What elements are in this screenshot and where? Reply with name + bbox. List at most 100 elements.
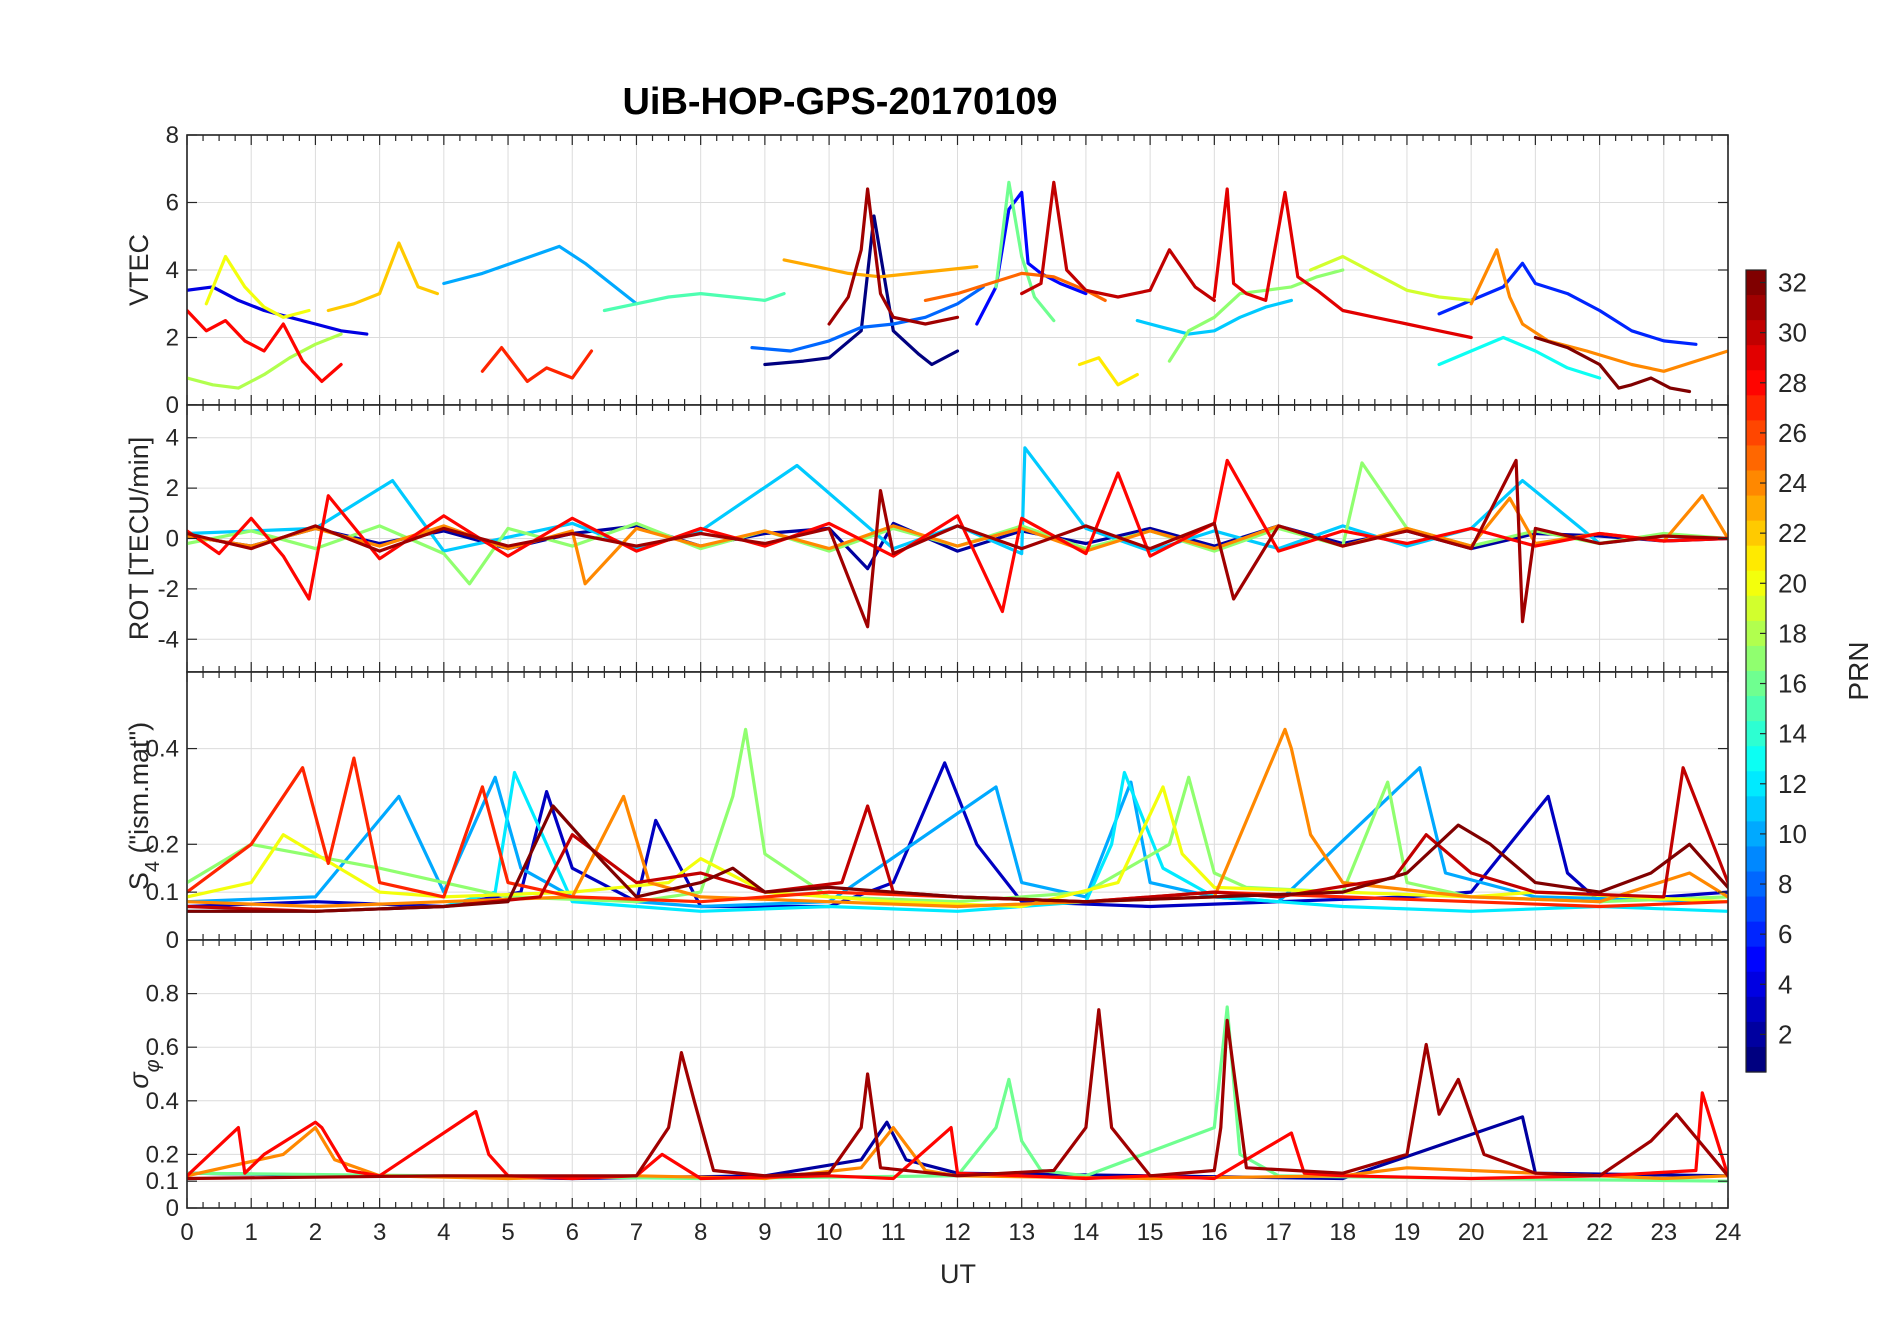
panel-sigma-ticks bbox=[186, 940, 1729, 1209]
colorbar-segment bbox=[1746, 495, 1766, 522]
series-vtec-prn-1 bbox=[763, 214, 960, 367]
colorbar-tick-label: 2 bbox=[1778, 1019, 1792, 1049]
colorbar-segment bbox=[1746, 570, 1766, 597]
colorbar-segment bbox=[1746, 370, 1766, 396]
colorbar-segment bbox=[1746, 270, 1766, 296]
colorbar-tick-label: 22 bbox=[1778, 518, 1807, 548]
series-vtec-prn-32 bbox=[1533, 335, 1692, 394]
x-tick-label: 18 bbox=[1329, 1219, 1356, 1246]
series-vtec-prn-6 bbox=[1437, 261, 1698, 346]
y-tick-label: 0.2 bbox=[146, 1141, 179, 1168]
y-tick-label: -2 bbox=[158, 576, 179, 603]
colorbar-frame bbox=[1745, 269, 1767, 1073]
y-tick-label: 2 bbox=[166, 325, 179, 352]
colorbar-segment bbox=[1746, 821, 1766, 848]
series-vtec-prn-16 bbox=[994, 180, 1056, 323]
colorbar-segment bbox=[1746, 345, 1766, 371]
series-vtec-prn-10 bbox=[442, 244, 639, 306]
series-vtec-prn-17 bbox=[1167, 268, 1345, 363]
colorbar-segment bbox=[1746, 946, 1766, 973]
series-sigma-prn-28 bbox=[187, 1091, 1728, 1181]
series-vtec-prn-11 bbox=[1135, 298, 1294, 336]
x-tick-label: 11 bbox=[881, 1219, 906, 1246]
series-s4-prn-32 bbox=[187, 804, 1728, 913]
x-tick-label: 12 bbox=[944, 1219, 971, 1246]
colorbar-segment bbox=[1746, 520, 1766, 547]
series-vtec-prn-28 bbox=[187, 308, 343, 383]
y-axis-label-rot: ROT [TECU/min] bbox=[124, 437, 154, 641]
series-sigma-prn-31 bbox=[187, 1008, 1728, 1181]
panel-vtec-series bbox=[187, 180, 1728, 394]
series-vtec-prn-15 bbox=[602, 292, 786, 313]
colorbar-segment bbox=[1746, 620, 1766, 647]
colorbar-tick-label: 32 bbox=[1778, 268, 1807, 298]
series-vtec-prn-29 bbox=[1212, 187, 1473, 340]
x-tick-label: 0 bbox=[180, 1219, 193, 1246]
panel-rot: -4 -2 0 2 4 ROT [TECU/min] bbox=[124, 404, 1729, 673]
y-tick-label: -4 bbox=[158, 626, 179, 653]
colorbar-segment bbox=[1746, 1021, 1766, 1048]
series-rot-prn-31 bbox=[187, 458, 1728, 629]
colorbar-tick-label: 6 bbox=[1778, 919, 1792, 949]
y-tick-label: 0 bbox=[166, 526, 179, 553]
colorbar-segment bbox=[1746, 721, 1766, 747]
colorbar-segment bbox=[1746, 771, 1766, 797]
y-axis-label-vtec: VTEC bbox=[124, 234, 154, 306]
y-axis-label-sigma: σφ bbox=[124, 1059, 164, 1088]
x-tick-label: 8 bbox=[694, 1219, 707, 1246]
series-rot-prn-28 bbox=[187, 458, 1728, 614]
y-tick-label: 0 bbox=[166, 1195, 179, 1222]
y-axis-label-s4: S4 ("ism.mat") bbox=[124, 722, 164, 890]
colorbar-tick-label: 26 bbox=[1778, 418, 1807, 448]
x-tick-label: 7 bbox=[630, 1219, 643, 1246]
colorbar-segment bbox=[1746, 896, 1766, 923]
chart-title: UiB-HOP-GPS-20170109 bbox=[622, 81, 1057, 123]
y-tick-label: 4 bbox=[166, 425, 179, 452]
colorbar-segment bbox=[1746, 445, 1766, 472]
series-vtec-prn-27 bbox=[480, 346, 594, 383]
colorbar-segment bbox=[1746, 846, 1766, 873]
colorbar-segment bbox=[1746, 645, 1766, 672]
panel-sigma-grid bbox=[187, 940, 1728, 1208]
colorbar-segment bbox=[1746, 996, 1766, 1023]
colorbar-tick-label: 16 bbox=[1778, 669, 1807, 699]
x-tick-label: 17 bbox=[1265, 1219, 1292, 1246]
y-tick-label: 0 bbox=[166, 927, 179, 954]
x-tick-label: 22 bbox=[1586, 1219, 1613, 1246]
colorbar-tick-label: 12 bbox=[1778, 769, 1807, 799]
colorbar-tick-label: 20 bbox=[1778, 568, 1807, 598]
series-vtec-prn-19 bbox=[1308, 254, 1473, 302]
series-vtec-prn-13 bbox=[1437, 335, 1602, 380]
colorbar-tick-label: 30 bbox=[1778, 318, 1807, 348]
colorbar-segment bbox=[1746, 671, 1766, 697]
panel-s4: 0 0.1 0.2 0.4S4 ("ism.mat") bbox=[124, 671, 1729, 954]
colorbar-segment bbox=[1746, 470, 1766, 497]
y-tick-label: 8 bbox=[166, 122, 179, 149]
colorbar-tick-label: 14 bbox=[1778, 719, 1807, 749]
x-axis-label: UT bbox=[940, 1259, 976, 1289]
x-tick-label: 3 bbox=[373, 1219, 386, 1246]
series-vtec-prn-18 bbox=[187, 332, 343, 390]
x-tick-label: 19 bbox=[1394, 1219, 1421, 1246]
colorbar-segment bbox=[1746, 595, 1766, 622]
colorbar-segment bbox=[1746, 971, 1766, 998]
y-tick-label: 0.2 bbox=[146, 831, 179, 858]
series-vtec-prn-20 bbox=[204, 254, 311, 319]
colorbar-segment bbox=[1746, 796, 1766, 822]
x-tick-label: 9 bbox=[758, 1219, 771, 1246]
colorbar-tick-label: 24 bbox=[1778, 468, 1807, 498]
y-tick-label: 0.4 bbox=[146, 1088, 179, 1115]
y-tick-label: 0.4 bbox=[146, 736, 179, 763]
panel-sigma-series bbox=[187, 1005, 1728, 1183]
colorbar-segment bbox=[1746, 420, 1766, 447]
series-vtec-prn-22 bbox=[326, 241, 439, 313]
colorbar-segment bbox=[1746, 545, 1766, 572]
x-tick-label: 21 bbox=[1522, 1219, 1549, 1246]
x-tick-label: 14 bbox=[1073, 1219, 1100, 1246]
panel-vtec-ticks bbox=[186, 134, 1729, 406]
y-tick-label: 0.1 bbox=[146, 1168, 179, 1195]
panel-rot-grid bbox=[187, 405, 1728, 672]
